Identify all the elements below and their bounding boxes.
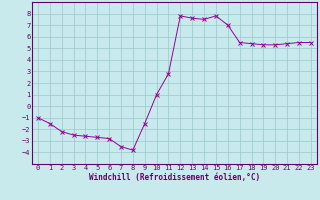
X-axis label: Windchill (Refroidissement éolien,°C): Windchill (Refroidissement éolien,°C) [89,173,260,182]
